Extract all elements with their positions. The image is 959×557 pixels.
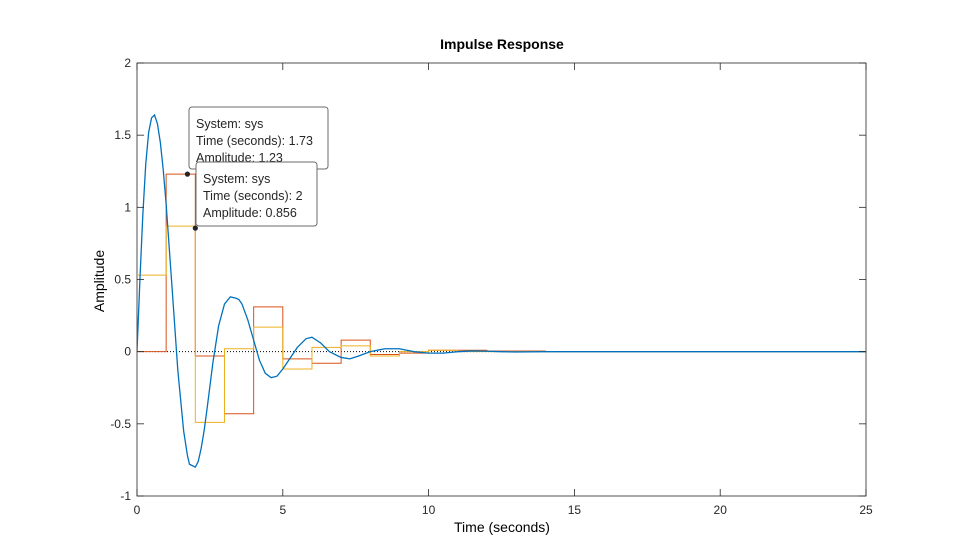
x-tick-label: 10 (422, 503, 436, 517)
chart-title: Impulse Response (440, 36, 564, 52)
data-tip-text: Time (seconds): 2 (203, 189, 303, 203)
data-tip-marker[interactable] (184, 171, 191, 177)
data-tip-text: System: sys (196, 117, 263, 131)
series-line-1 (137, 113, 866, 468)
axis-ticks: 0 5 10 15 20 25 -1 -0.5 0 0.5 1 1.5 2 (110, 56, 873, 517)
data-tip-text: Time (seconds): 1.73 (196, 134, 313, 148)
y-tick-label: 1.5 (114, 128, 131, 142)
x-tick-label: 15 (568, 503, 582, 517)
y-tick-label: -1 (120, 489, 131, 503)
y-tick-label: 0.5 (114, 273, 131, 287)
data-tip-box (195, 161, 318, 227)
data-tip-marker[interactable] (192, 225, 198, 231)
y-tick-label: -0.5 (110, 417, 131, 431)
series-group (137, 113, 866, 468)
x-tick-label: 0 (134, 503, 141, 517)
y-axis-label: Amplitude (91, 250, 107, 312)
x-tick-label: 25 (859, 503, 873, 517)
y-tick-label: 2 (124, 56, 131, 70)
y-tick-label: 0 (124, 345, 131, 359)
x-tick-label: 5 (279, 503, 286, 517)
data-tips: System: sys Time (seconds): 1.73 Amplitude… (184, 106, 329, 231)
x-axis-label: Time (seconds) (454, 519, 550, 535)
data-tip-text: Amplitude: 0.856 (203, 206, 297, 220)
x-tick-label: 20 (714, 503, 728, 517)
data-tip-2[interactable]: System: sys Time (seconds): 2 Amplitude: 0… (192, 161, 318, 231)
data-tip-text: System: sys (203, 172, 270, 186)
y-tick-label: 1 (124, 200, 131, 214)
